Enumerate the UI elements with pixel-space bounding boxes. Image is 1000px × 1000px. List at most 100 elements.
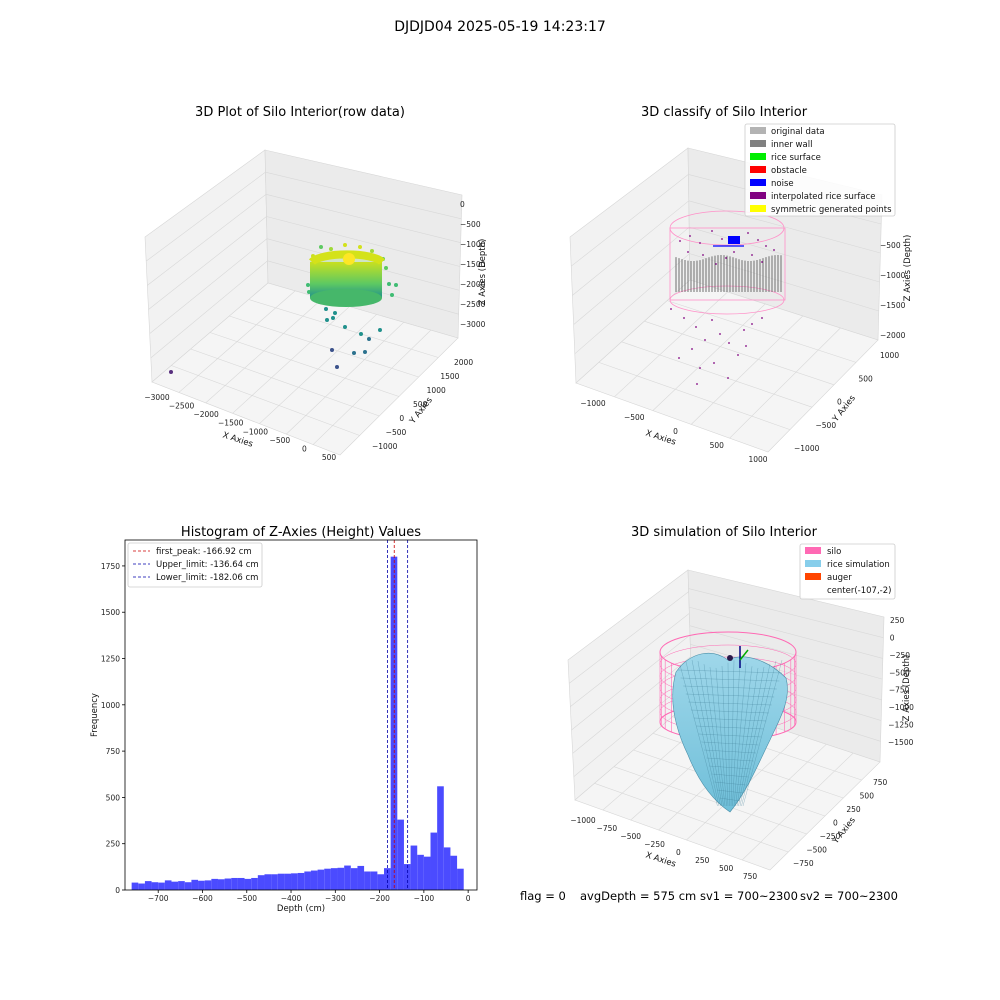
classify-x-tick-label: 500 — [710, 441, 725, 450]
classify-noise-cluster — [728, 236, 740, 244]
classify-y-tick-label: −1000 — [794, 444, 820, 453]
interpolated-point — [773, 249, 775, 251]
histogram-bar — [457, 868, 464, 890]
rice-mesh-line — [714, 781, 746, 786]
rice-mesh-line — [679, 664, 718, 807]
raw-z-label: Z Axies (Depth) — [478, 239, 488, 306]
histogram-bar — [330, 868, 338, 890]
histogram-bar — [144, 881, 152, 890]
raw-y-tick-label: 2000 — [454, 358, 473, 367]
classify-silo-frame — [669, 227, 786, 301]
gridline — [570, 613, 690, 707]
legend-label: center(-107,-2) — [827, 586, 891, 596]
raw-z-tick-label: −2500 — [460, 300, 486, 309]
sim-z-tick-label: 250 — [890, 616, 905, 625]
sim-z-tick-label: −1000 — [889, 703, 915, 712]
rice-mesh-line — [696, 725, 764, 730]
classify-x-tick-label: 1000 — [748, 455, 767, 464]
rice-mesh-line — [698, 733, 762, 738]
histogram-x-tick-label: −300 — [325, 894, 346, 903]
rice-mesh-line — [721, 666, 729, 807]
rice-mesh-line — [730, 660, 735, 807]
interpolated-point — [725, 257, 727, 259]
interpolated-point — [702, 254, 704, 256]
legend-swatch — [805, 573, 821, 580]
histogram-bar — [337, 867, 345, 890]
figure-title: DJDJD04 2025-05-19 14:23:17 — [394, 19, 606, 35]
raw-x-tick-label: −1500 — [218, 419, 244, 428]
rice-mesh-line — [719, 797, 741, 802]
simulation-z-label: Z Axies (Depth) — [902, 655, 912, 722]
raw-x-tick-label: 0 — [302, 444, 307, 453]
gridline — [690, 315, 804, 425]
classify-y-tick-label: 1000 — [880, 351, 899, 360]
histogram-bar — [350, 868, 358, 890]
raw-point — [331, 316, 335, 320]
raw-point — [335, 365, 339, 369]
classify-x-tick-label: −500 — [624, 413, 645, 422]
gridline — [572, 200, 689, 296]
histogram-bar — [204, 880, 212, 890]
histogram-bar — [443, 847, 451, 890]
histogram-x-tick-label: −100 — [414, 894, 435, 903]
histogram-bar — [231, 877, 238, 890]
classify-z-ticks: −500 −1000 −1500 −2000 — [880, 241, 906, 340]
interpolated-point — [757, 239, 759, 241]
histogram-bar — [158, 882, 165, 890]
histogram-x-tick-label: −600 — [192, 894, 213, 903]
interpolated-point — [711, 230, 713, 232]
sim-x-tick-label: 750 — [743, 872, 758, 881]
histogram-y-tick-label: 1000 — [101, 701, 120, 710]
histogram-y-label: Frequency — [90, 693, 100, 737]
raw-x-tick-label: 500 — [322, 453, 337, 462]
raw-y-tick-label: −1000 — [372, 442, 398, 451]
raw-z-tick-label: −1500 — [460, 260, 486, 269]
histogram-bar — [271, 874, 278, 890]
histogram-y-tick-label: 1250 — [101, 655, 120, 664]
legend-label: original data — [771, 127, 825, 137]
histogram-x-label: Depth (cm) — [277, 904, 325, 914]
classify-z-tick-label: −2000 — [880, 331, 906, 340]
raw-point — [169, 370, 173, 374]
status-sv1: sv1 = 700~2300 — [700, 889, 798, 903]
sim-y-tick-label: −250 — [820, 832, 841, 841]
histogram-x-tick-label: −200 — [369, 894, 390, 903]
raw-x-tick-label: −500 — [270, 436, 291, 445]
status-sv2: sv2 = 700~2300 — [800, 889, 898, 903]
raw-point — [363, 350, 367, 354]
histogram-bar — [310, 870, 318, 890]
sim-rice-mesh — [677, 659, 783, 807]
raw-y-ticks: −1000 −500 0 500 1000 1500 2000 — [372, 358, 473, 451]
gridline — [689, 606, 883, 659]
histogram-bar — [184, 882, 192, 890]
sim-x-tick-label: −1000 — [570, 816, 596, 825]
histogram-y-ticks: 0 250 500 750 1000 1250 1500 1750 — [101, 562, 125, 895]
panel-classify-3d: 3D classify of Silo Interior original da… — [569, 105, 913, 464]
histogram-x-tick-label: −700 — [148, 894, 169, 903]
gridline — [171, 365, 360, 436]
raw-point — [378, 328, 382, 332]
raw-z-tick-label: 0 — [460, 200, 465, 209]
legend-swatch — [750, 127, 766, 134]
legend-label: rice simulation — [827, 560, 890, 570]
raw-z-tick-label: −3000 — [460, 320, 486, 329]
raw-z-ticks: 0 −500 −1000 −1500 −2000 −2500 −3000 — [460, 200, 486, 329]
sim-y-tick-label: −750 — [793, 859, 814, 868]
gridline — [572, 656, 691, 754]
interpolated-point — [727, 377, 729, 379]
rice-mesh-line — [701, 741, 759, 746]
histogram-bars — [131, 556, 464, 890]
interpolated-point — [715, 263, 717, 265]
gridline — [209, 332, 400, 397]
sim-auger-arm — [739, 649, 749, 661]
sim-z-tick-label: −1500 — [888, 738, 914, 747]
classify-interpolated-points — [670, 230, 775, 385]
histogram-bar — [164, 880, 172, 890]
histogram-y-tick-label: 1750 — [101, 562, 120, 571]
legend-label: auger — [827, 573, 852, 583]
interpolated-point — [678, 357, 680, 359]
simulation-legend: silo rice simulation auger center(-107,-2) — [799, 543, 896, 600]
interpolated-point — [721, 238, 723, 240]
gridline — [571, 174, 689, 267]
histogram-y-tick-label: 500 — [106, 793, 121, 802]
